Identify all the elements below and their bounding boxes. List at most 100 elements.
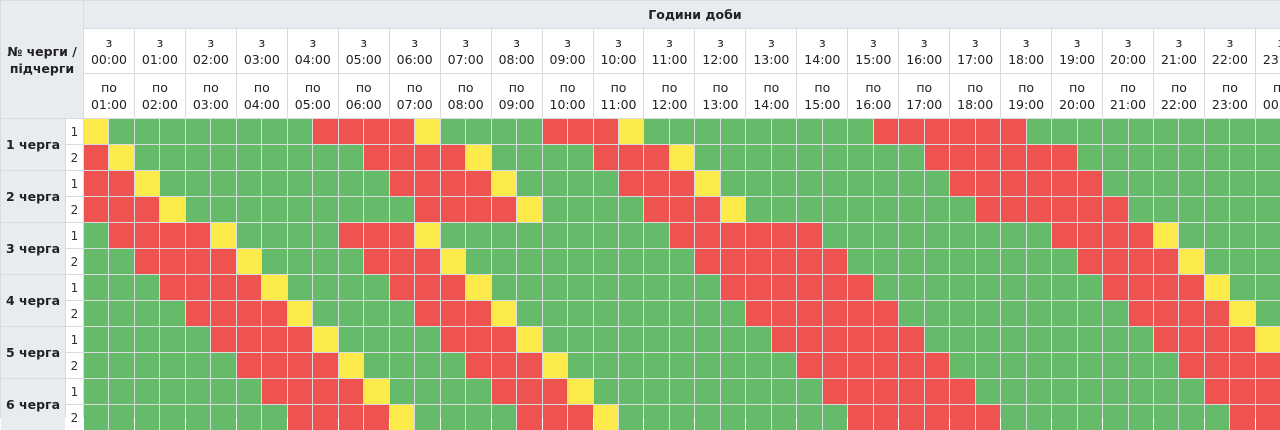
schedule-cell-power-on [1052, 119, 1077, 144]
schedule-cell-power-off [313, 379, 338, 404]
time-from-value: 18:00 [1008, 52, 1045, 67]
hour-slot [440, 249, 491, 274]
hour-slot [1154, 197, 1204, 222]
hour-slot [389, 171, 440, 196]
hour-slot [134, 327, 185, 352]
hour-slot [1204, 197, 1255, 222]
hour-slot [1052, 197, 1103, 222]
schedule-cell-power-on [695, 145, 720, 170]
schedule-cell-power-on [185, 353, 211, 378]
schedule-cell-power-on [619, 223, 644, 248]
schedule-cell-power-on [644, 301, 669, 326]
schedule-cell-power-on [568, 301, 593, 326]
schedule-cell-possible-outage [84, 119, 109, 144]
schedule-cell-power-on [924, 171, 950, 196]
schedule-cell-power-off [236, 353, 262, 378]
hour-slot [440, 353, 491, 378]
schedule-cell-power-on [262, 145, 287, 170]
hour-slot [593, 197, 644, 222]
schedule-cell-power-off [771, 249, 797, 274]
schedule-cell-power-on [1077, 353, 1103, 378]
schedule-cell-power-off [848, 353, 873, 378]
corner-label-line2: підчерги [9, 60, 75, 76]
schedule-cell-power-on [313, 301, 338, 326]
schedule-cell-power-on [1026, 327, 1052, 352]
schedule-cell-power-off [364, 119, 389, 144]
schedule-cell-power-on [746, 353, 771, 378]
schedule-cell-power-on [797, 119, 822, 144]
hour-slot [1103, 301, 1154, 326]
schedule-cell-power-on [109, 379, 134, 404]
schedule-cell-power-on [466, 119, 491, 144]
hour-slot [1052, 119, 1103, 144]
hour-slot [899, 275, 950, 300]
schedule-cell-power-off [236, 301, 262, 326]
schedule-cell-power-on [619, 353, 644, 378]
schedule-cell-power-on [364, 353, 389, 378]
hour-slot [1103, 249, 1154, 274]
schedule-cell-power-on [185, 197, 211, 222]
schedule-cell-power-off [389, 171, 415, 196]
hour-slot [338, 379, 389, 404]
schedule-cell-possible-outage [236, 249, 262, 274]
schedule-cell-power-on [771, 145, 797, 170]
schedule-cell-power-on [771, 197, 797, 222]
hour-slot [899, 145, 950, 170]
hour-slot [1154, 275, 1204, 300]
schedule-cell-power-on [185, 327, 211, 352]
hour-slot [950, 301, 1001, 326]
time-from-header: з 16:00 [899, 29, 950, 73]
schedule-cell-power-off [797, 249, 822, 274]
subqueue-number: 2 [66, 197, 83, 222]
time-from-header: з 15:00 [848, 29, 899, 73]
hour-slot [746, 379, 797, 404]
schedule-cell-power-off [720, 223, 746, 248]
schedule-cell-power-off [746, 301, 771, 326]
schedule-cell-power-on [1052, 275, 1077, 300]
schedule-cell-power-on [287, 171, 313, 196]
schedule-cell-power-on [1077, 119, 1103, 144]
time-to-header: по 01:00 [84, 74, 134, 118]
hour-slot [644, 119, 695, 144]
hour-slot [950, 327, 1001, 352]
hour-slot [899, 119, 950, 144]
schedule-cell-power-off [1179, 275, 1204, 300]
schedule-cell-power-off [1103, 197, 1128, 222]
schedule-cell-power-off [466, 197, 491, 222]
hour-slot [134, 145, 185, 170]
hour-slot [542, 379, 593, 404]
schedule-cell-power-on [1154, 353, 1179, 378]
schedule-cell-power-on [1103, 171, 1128, 196]
hour-slot [134, 353, 185, 378]
schedule-cell-power-off [873, 301, 899, 326]
hour-slot [389, 275, 440, 300]
time-from-prefix: з [1175, 35, 1183, 50]
schedule-cell-power-off [491, 379, 517, 404]
hour-slot [899, 249, 950, 274]
time-to-header: по 06:00 [338, 74, 389, 118]
time-to-value: 10:00 [549, 97, 586, 112]
schedule-cell-power-on [313, 145, 338, 170]
hour-slot [1052, 379, 1103, 404]
hour-slot [1001, 379, 1052, 404]
hour-slot [1154, 301, 1204, 326]
time-to-value: 08:00 [447, 97, 484, 112]
hour-slot [338, 171, 389, 196]
hour-slot [491, 301, 542, 326]
hour-slot [644, 275, 695, 300]
schedule-cell-power-on [84, 379, 109, 404]
schedule-cell-power-off [211, 275, 236, 300]
hour-slot [1204, 145, 1255, 170]
schedule-cell-possible-outage [491, 301, 517, 326]
schedule-cell-power-off [950, 145, 975, 170]
hour-slot [134, 379, 185, 404]
hour-slot [950, 145, 1001, 170]
schedule-cell-power-on [542, 249, 568, 274]
time-to-prefix: по [355, 80, 372, 95]
schedule-cell-power-on [1204, 171, 1230, 196]
schedule-cell-power-on [1128, 197, 1154, 222]
queue-label: 1 черга [1, 119, 65, 170]
schedule-cell-power-off [797, 301, 822, 326]
schedule-cell-power-on [771, 171, 797, 196]
schedule-cell-power-off [440, 301, 466, 326]
